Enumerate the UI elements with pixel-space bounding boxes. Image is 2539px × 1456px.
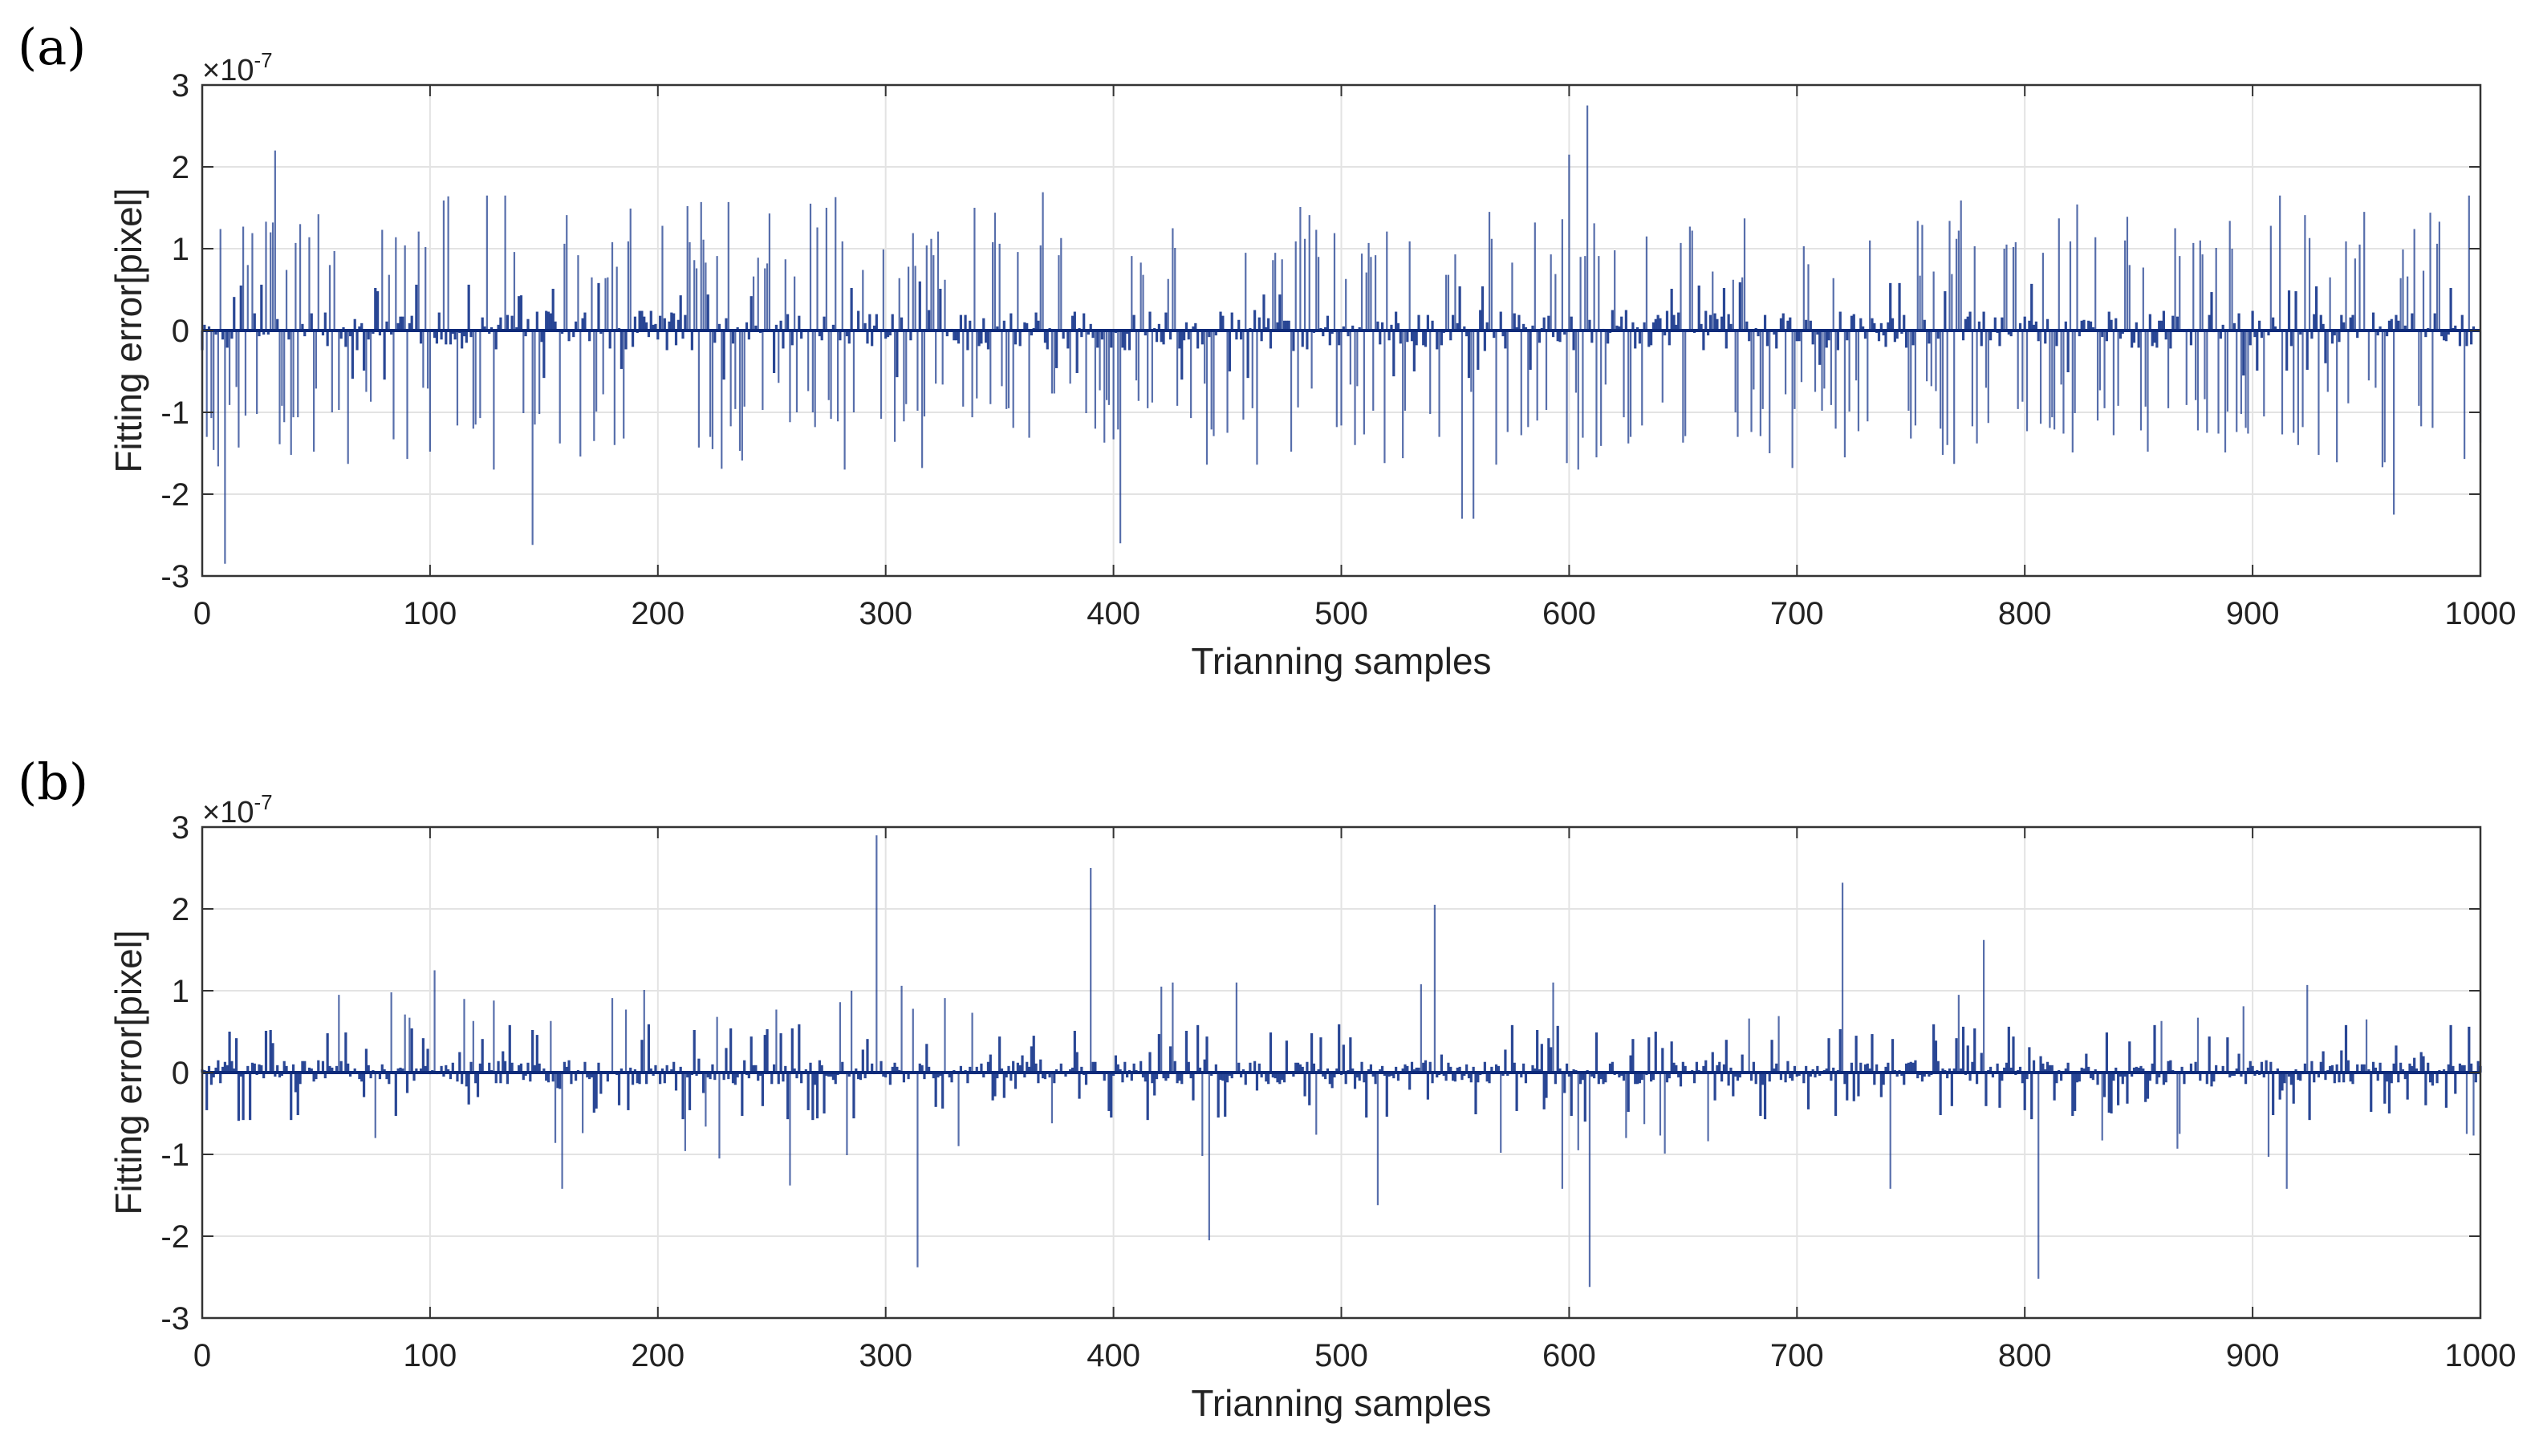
- y-tick-label: 1: [172, 232, 189, 267]
- x-tick-label: 800: [1998, 596, 2052, 631]
- y-exponent-label: ×10-7: [202, 790, 273, 829]
- x-tick-label: 700: [1770, 1338, 1824, 1373]
- x-tick-label: 0: [193, 1338, 211, 1373]
- y-tick-label: 0: [172, 1056, 189, 1091]
- y-tick-label: 2: [172, 150, 189, 185]
- y-exponent-label: ×10-7: [202, 48, 273, 87]
- x-tick-label: 500: [1314, 596, 1368, 631]
- x-tick-label: 600: [1542, 1338, 1596, 1373]
- x-axis-label: Trianning samples: [1191, 640, 1491, 682]
- y-tick-label: -2: [160, 477, 189, 513]
- x-tick-label: 900: [2226, 1338, 2280, 1373]
- y-tick-label: -1: [160, 395, 189, 431]
- y-tick-label: -3: [160, 559, 189, 594]
- y-tick-label: -2: [160, 1219, 189, 1255]
- y-tick-label: 3: [172, 68, 189, 103]
- y-tick-label: -3: [160, 1301, 189, 1336]
- y-axis-label: Fitting error[pixel]: [108, 188, 149, 472]
- y-tick-label: -1: [160, 1138, 189, 1173]
- x-tick-label: 100: [404, 596, 457, 631]
- y-tick-label: 3: [172, 810, 189, 846]
- x-tick-label: 1000: [2445, 596, 2517, 631]
- y-tick-label: 2: [172, 892, 189, 927]
- x-tick-label: 500: [1314, 1338, 1368, 1373]
- x-tick-label: 200: [631, 596, 685, 631]
- panel-label: (a): [18, 18, 86, 76]
- x-tick-label: 300: [859, 596, 912, 631]
- panel-b: 0 100 200 300 400 500 600 700 800 900 1000 -3 -2 -1 0 1…: [18, 752, 2516, 1424]
- panel-a: 0 100 200 300 400 500 600 700 800 900 1000 -3 -2 -1 0 1…: [18, 18, 2516, 682]
- x-tick-label: 100: [404, 1338, 457, 1373]
- x-tick-label: 1000: [2445, 1338, 2517, 1373]
- x-tick-label: 400: [1087, 596, 1140, 631]
- panel-label: (b): [18, 752, 88, 811]
- x-axis-label: Trianning samples: [1191, 1382, 1491, 1424]
- x-tick-label: 600: [1542, 596, 1596, 631]
- y-tick-label: 1: [172, 974, 189, 1009]
- x-tick-label: 0: [193, 596, 211, 631]
- x-tick-label: 700: [1770, 596, 1824, 631]
- x-tick-label: 800: [1998, 1338, 2052, 1373]
- x-tick-label: 400: [1087, 1338, 1140, 1373]
- y-axis-label: Fitting error[pixel]: [108, 930, 149, 1215]
- x-tick-label: 200: [631, 1338, 685, 1373]
- x-tick-label: 900: [2226, 596, 2280, 631]
- x-tick-label: 300: [859, 1338, 912, 1373]
- y-tick-label: 0: [172, 314, 189, 349]
